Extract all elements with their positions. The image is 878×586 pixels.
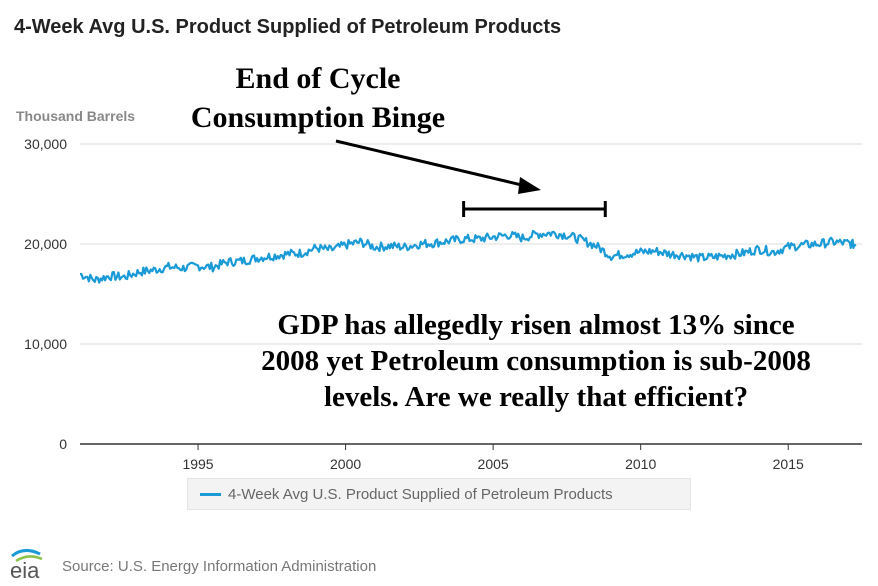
x-tick-label: 2005 (478, 456, 509, 472)
x-tick-label: 1995 (182, 456, 213, 472)
cycle-bracket (462, 201, 607, 217)
y-tick-label: 0 (59, 436, 67, 452)
x-tick-label: 2015 (773, 456, 804, 472)
x-tick-labels: 1995 2000 2005 2010 2015 (182, 444, 804, 472)
y-tick-labels: 0 10,000 20,000 30,000 (24, 136, 67, 452)
y-tick-label: 20,000 (24, 236, 67, 252)
y-axis-label: Thousand Barrels (16, 108, 135, 124)
series-line[interactable] (80, 229, 857, 284)
x-tick-label: 2000 (330, 456, 361, 472)
annotation-cycle-line2: Consumption Binge (191, 101, 445, 134)
legend-label: 4-Week Avg U.S. Product Supplied of Petr… (228, 486, 613, 503)
annotation-gdp-line2: 2008 yet Petroleum consumption is sub-20… (261, 345, 811, 377)
y-tick-label: 30,000 (24, 136, 67, 152)
legend[interactable]: 4-Week Avg U.S. Product Supplied of Petr… (187, 478, 691, 510)
x-tick-label: 2010 (625, 456, 656, 472)
annotation-arrow (335, 139, 541, 194)
chart-title: 4-Week Avg U.S. Product Supplied of Petr… (14, 16, 562, 38)
eia-wave-icon: eia (10, 549, 43, 582)
annotation-gdp-line3: levels. Are we really that efficient? (324, 381, 748, 413)
source-text: Source: U.S. Energy Information Administ… (62, 558, 377, 575)
annotation-cycle-line1: End of Cycle (236, 62, 401, 95)
legend-swatch (200, 493, 221, 496)
annotation-gdp-line1: GDP has allegedly risen almost 13% since (277, 309, 794, 341)
grid-layer (80, 143, 862, 345)
eia-logo-text: eia (10, 558, 40, 582)
y-tick-label: 10,000 (24, 336, 67, 352)
